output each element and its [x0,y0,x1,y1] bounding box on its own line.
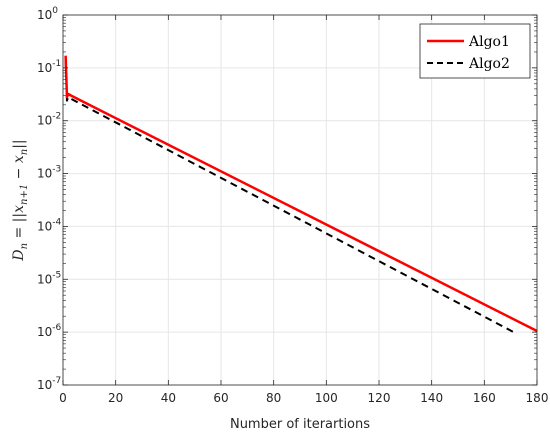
x-tick-label: 80 [266,391,281,405]
x-tick-label: 120 [368,391,391,405]
x-tick-label: 180 [526,391,549,405]
y-tick-label: 10-6 [37,323,62,339]
x-axis-label: Number of iterartions [230,417,370,432]
y-tick-label: 10-2 [37,112,61,128]
y-tick-label: 10-3 [37,165,61,181]
series-layer [64,55,538,335]
x-tick-label: 160 [473,391,496,405]
y-tick-label: 100 [37,6,58,22]
legend-label-algo1: Algo1 [468,34,510,50]
ticks [62,14,538,386]
legend-label-algo2: Algo2 [468,56,510,72]
x-tick-label: 0 [59,391,67,405]
y-tick-labels: 100 10-1 10-2 10-3 10-4 10-5 10-6 10-7 [37,6,62,392]
legend-box [419,23,531,79]
x-tick-label: 140 [420,391,443,405]
x-tick-label: 100 [315,391,338,405]
x-tick-label: 20 [108,391,123,405]
y-tick-label: 10-1 [37,59,61,75]
legend: Algo1 Algo2 [419,23,531,79]
y-tick-label: 10-4 [37,217,62,233]
x-tick-labels: 0 20 40 60 80 100 120 140 160 180 [59,391,548,405]
y-tick-label: 10-7 [37,376,61,392]
y-axis-label: Dn = ||xn+1 − xn|| [11,139,30,261]
x-tick-label: 60 [213,391,228,405]
x-tick-label: 40 [161,391,176,405]
y-tick-label: 10-5 [37,270,61,286]
series-line-algo1 [64,55,538,333]
plot-frame [62,14,538,386]
